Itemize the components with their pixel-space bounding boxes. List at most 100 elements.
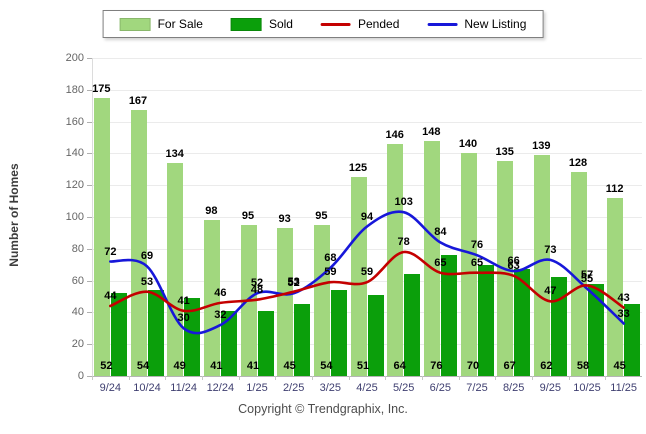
legend-swatch-new-listing — [427, 22, 458, 26]
value-label-for-sale: 167 — [128, 95, 148, 108]
value-label-for-sale: 135 — [495, 146, 514, 159]
value-label-pended: 78 — [397, 235, 410, 248]
line-pended — [109, 250, 625, 313]
x-axis-line — [92, 376, 642, 377]
legend-swatch-pended — [320, 22, 351, 26]
value-label-for-sale: 112 — [605, 182, 624, 195]
x-axis-tick — [128, 376, 130, 380]
x-axis-tick — [348, 376, 350, 380]
value-label-new-listing: 84 — [434, 226, 447, 239]
y-axis-label: 120 — [65, 179, 84, 192]
value-label-for-sale: 93 — [278, 213, 291, 226]
x-axis-tick — [495, 376, 497, 380]
y-axis-tick — [87, 185, 92, 187]
value-label-for-sale: 98 — [205, 205, 218, 218]
value-label-sold: 58 — [576, 360, 590, 372]
bar-sold — [184, 298, 201, 376]
legend-label-new-listing: New Listing — [464, 17, 527, 31]
bar-sold — [220, 310, 237, 376]
y-axis-label: 80 — [71, 242, 84, 255]
value-label-pended: 59 — [360, 266, 374, 279]
gridline — [92, 248, 642, 250]
bar-for-sale — [313, 224, 330, 376]
bar-for-sale — [607, 197, 624, 376]
value-label-sold: 41 — [210, 360, 223, 372]
y-axis-label: 140 — [65, 147, 84, 160]
bar-sold — [624, 304, 641, 376]
line-overlay — [109, 210, 625, 335]
value-label-for-sale: 146 — [385, 128, 404, 141]
x-axis-tick — [532, 376, 533, 380]
y-axis-label: 180 — [65, 83, 84, 96]
value-label-new-listing: 32 — [214, 309, 227, 322]
y-axis-tick — [87, 344, 92, 346]
x-axis-tick — [312, 376, 313, 380]
value-label-pended: 44 — [104, 290, 117, 303]
gridline — [92, 153, 642, 155]
x-axis-tick — [385, 376, 387, 380]
bar-sold — [587, 283, 604, 376]
y-axis-line — [92, 58, 93, 376]
bar-sold — [147, 290, 164, 376]
x-axis-label: 2/25 — [282, 382, 305, 394]
value-label-sold: 54 — [320, 360, 333, 372]
value-label-for-sale: 134 — [165, 147, 184, 160]
x-axis-label: 6/25 — [429, 382, 452, 394]
value-label-pended: 59 — [324, 266, 337, 279]
value-label-new-listing: 103 — [394, 196, 413, 209]
value-label-sold: 62 — [540, 360, 553, 372]
x-axis-tick — [275, 376, 277, 380]
bar-sold — [294, 304, 311, 376]
value-label-new-listing: 66 — [507, 255, 520, 268]
value-label-sold: 54 — [136, 360, 150, 372]
x-axis-label: 4/25 — [356, 382, 378, 394]
x-axis-tick — [458, 376, 460, 380]
value-label-sold: 67 — [503, 360, 516, 372]
bar-for-sale — [350, 177, 367, 376]
value-label-new-listing: 52 — [250, 277, 264, 290]
value-label-pended: 41 — [177, 294, 190, 307]
x-axis-label: 3/25 — [319, 382, 342, 394]
y-axis-tick — [87, 58, 92, 59]
value-label-pended: 65 — [470, 256, 484, 269]
legend-item-new-listing: New Listing — [427, 17, 526, 31]
bar-sold — [330, 290, 347, 376]
gridline — [92, 217, 642, 218]
gridline — [92, 58, 642, 59]
y-axis-tick — [87, 312, 92, 314]
y-axis-label: 20 — [71, 338, 84, 351]
value-label-for-sale: 139 — [532, 139, 551, 152]
y-axis-label: 200 — [65, 52, 84, 64]
y-axis-tick — [87, 217, 92, 218]
x-axis-tick — [422, 376, 423, 380]
x-axis-label: 10/25 — [573, 382, 601, 394]
bar-sold — [367, 294, 384, 376]
bar-for-sale — [423, 140, 440, 376]
value-label-new-listing: 52 — [287, 277, 300, 290]
y-axis-tick — [87, 376, 92, 377]
bar-for-sale — [203, 220, 220, 376]
legend-label-pended: Pended — [357, 17, 400, 31]
x-axis-label: 12/24 — [206, 382, 235, 394]
value-label-pended: 53 — [140, 275, 154, 288]
bar-sold — [477, 264, 494, 376]
value-label-sold: 45 — [283, 360, 296, 372]
value-label-sold: 76 — [430, 360, 443, 372]
bar-for-sale — [387, 143, 404, 376]
value-label-sold: 52 — [100, 360, 113, 372]
value-label-pended: 47 — [544, 285, 557, 298]
y-axis-title: Number of Homes — [7, 163, 21, 267]
bar-sold — [404, 274, 421, 376]
x-axis-label: 7/25 — [466, 382, 488, 394]
y-axis-tick — [87, 248, 92, 250]
y-axis-label: 60 — [71, 274, 84, 287]
x-axis-tick — [238, 376, 240, 380]
legend-swatch-for-sale — [119, 17, 151, 31]
chart-legend: For Sale Sold Pended New Listing — [102, 10, 544, 38]
value-label-new-listing: 33 — [617, 307, 630, 320]
value-label-new-listing: 68 — [324, 251, 337, 264]
value-label-new-listing: 94 — [360, 210, 374, 223]
value-label-pended: 57 — [580, 269, 594, 282]
value-label-sold: 64 — [393, 360, 406, 372]
